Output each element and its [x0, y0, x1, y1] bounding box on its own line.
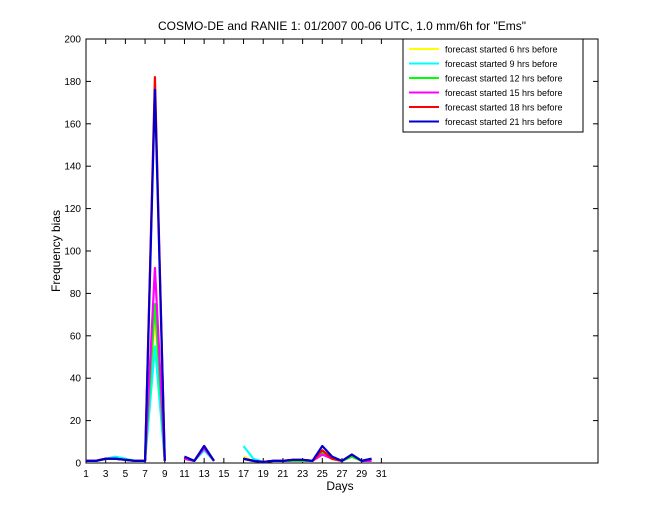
x-tick-label: 15: [218, 469, 230, 480]
x-tick-label: 3: [103, 469, 109, 480]
legend-box: [402, 38, 584, 133]
y-tick-label: 200: [64, 35, 81, 46]
legend-label-5: forecast started 18 hrs before: [445, 103, 563, 113]
legend-label-6: forecast started 21 hrs before: [445, 117, 563, 127]
series-line-6: [86, 88, 372, 464]
x-tick-label: 21: [277, 469, 289, 480]
x-tick-label: 13: [199, 469, 211, 480]
legend-label-3: forecast started 12 hrs before: [445, 74, 563, 84]
x-tick-label: 31: [376, 469, 388, 480]
x-tick-label: 23: [297, 469, 309, 480]
y-tick-label: 120: [64, 204, 81, 215]
y-tick-label: 20: [70, 416, 82, 427]
x-tick-label: 7: [142, 469, 148, 480]
x-tick-label: 29: [356, 469, 368, 480]
y-tick-label: 60: [70, 331, 82, 342]
legend-label-1: forecast started 6 hrs before: [445, 45, 558, 55]
chart-title: COSMO-DE and RANIE 1: 01/2007 00-06 UTC,…: [158, 19, 526, 33]
x-tick-label: 5: [123, 469, 129, 480]
x-tick-label: 17: [238, 469, 250, 480]
x-tick-label: 9: [162, 469, 168, 480]
y-tick-label: 140: [64, 162, 81, 173]
y-tick-label: 40: [70, 374, 82, 385]
plot-area: 1 3 5 7 9 11 13 15 17 19 21 23 25 27 29 310204060801001…: [64, 35, 599, 480]
y-tick-label: 160: [64, 119, 81, 130]
y-tick-label: 180: [64, 77, 81, 88]
y-tick-label: 0: [75, 459, 81, 470]
x-tick-label: 25: [317, 469, 329, 480]
x-tick-label: 19: [258, 469, 270, 480]
y-tick-label: 100: [64, 247, 81, 258]
x-axis-label: Days: [326, 479, 353, 493]
legend-label-2: forecast started 9 hrs before: [445, 59, 558, 69]
legend: forecast started 6 hrs before forecast st…: [402, 38, 584, 133]
legend-label-4: forecast started 15 hrs before: [445, 88, 563, 98]
x-tick-label: 11: [179, 469, 190, 480]
x-tick-label: 27: [336, 469, 348, 480]
y-tick-label: 80: [70, 289, 82, 300]
y-axis-label: Frequency bias: [49, 210, 63, 292]
x-tick-label: 1: [83, 469, 89, 480]
